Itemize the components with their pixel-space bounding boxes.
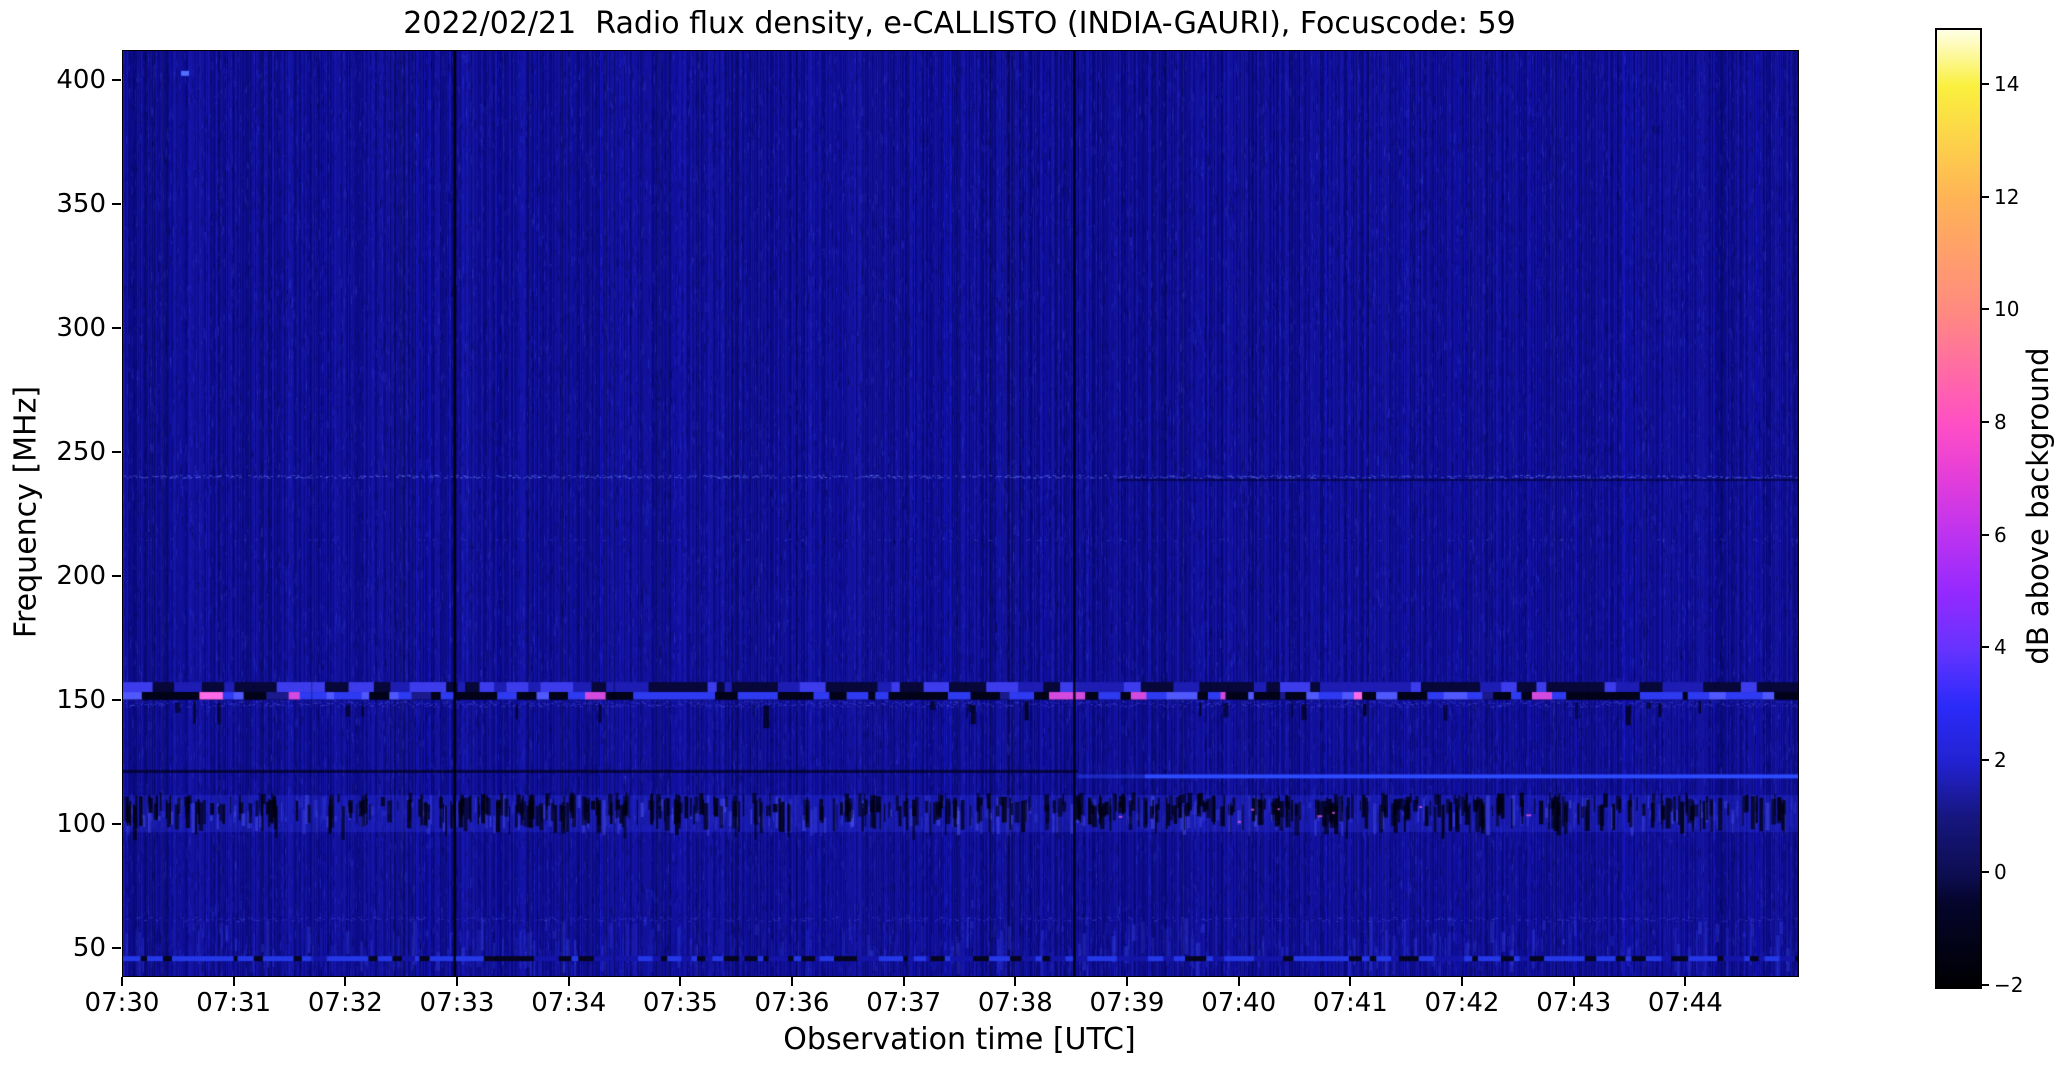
y-tick-mark xyxy=(112,202,121,205)
x-tick-label: 07:35 xyxy=(642,988,718,1018)
x-tick-label: 07:39 xyxy=(1089,988,1165,1018)
colorbar-tick-mark xyxy=(1982,758,1989,761)
colorbar-tick-label: 10 xyxy=(1994,297,2020,322)
x-tick-mark xyxy=(121,977,123,986)
x-tick-mark xyxy=(456,977,458,986)
y-tick-mark xyxy=(112,326,121,329)
colorbar-tick-mark xyxy=(1982,195,1989,198)
x-tick-label: 07:32 xyxy=(307,988,383,1018)
x-tick-label: 07:44 xyxy=(1647,988,1723,1018)
y-tick-label: 100 xyxy=(56,808,106,839)
colorbar-tick-mark xyxy=(1982,646,1989,649)
y-tick-label: 350 xyxy=(56,188,106,219)
x-tick-label: 07:38 xyxy=(977,988,1053,1018)
colorbar-tick-mark xyxy=(1982,308,1989,311)
x-tick-mark xyxy=(232,977,235,986)
y-tick-label: 50 xyxy=(72,932,106,963)
colorbar-tick-label: 6 xyxy=(1994,522,2007,547)
y-tick-mark xyxy=(112,946,121,949)
x-tick-mark xyxy=(791,977,793,986)
y-tick-label: 300 xyxy=(56,312,106,343)
colorbar-tick-label: 12 xyxy=(1994,184,2020,209)
x-tick-label: 07:37 xyxy=(866,988,942,1018)
x-tick-mark xyxy=(1014,977,1017,986)
y-tick-label: 200 xyxy=(56,560,106,591)
x-tick-label: 07:36 xyxy=(754,988,830,1018)
x-tick-label: 07:42 xyxy=(1424,988,1500,1018)
colorbar-tick-mark xyxy=(1982,83,1989,86)
x-tick-label: 07:30 xyxy=(84,988,160,1018)
spectrogram-canvas xyxy=(123,51,1798,976)
spectrogram-plot xyxy=(122,50,1799,977)
x-tick-mark xyxy=(567,977,570,986)
colorbar-tick-label: −2 xyxy=(1994,973,2024,997)
x-tick-mark xyxy=(344,977,347,986)
colorbar-tick-mark xyxy=(1982,533,1989,536)
x-tick-mark xyxy=(679,977,682,986)
colorbar xyxy=(1935,28,1982,989)
y-tick-label: 250 xyxy=(56,436,106,467)
x-tick-label: 07:41 xyxy=(1312,988,1388,1018)
x-tick-mark xyxy=(1572,977,1575,986)
x-tick-mark xyxy=(1126,977,1128,986)
colorbar-tick-label: 14 xyxy=(1994,72,2020,97)
x-tick-mark xyxy=(1237,977,1240,986)
x-tick-label: 07:34 xyxy=(531,988,607,1018)
y-tick-mark xyxy=(112,450,121,453)
y-tick-mark xyxy=(112,574,121,577)
colorbar-tick-label: 8 xyxy=(1994,410,2007,435)
colorbar-tick-label: 2 xyxy=(1994,747,2007,772)
x-tick-label: 07:31 xyxy=(196,988,272,1018)
colorbar-tick-mark xyxy=(1982,421,1989,424)
x-tick-label: 07:40 xyxy=(1201,988,1277,1018)
y-axis-label: Frequency [MHz] xyxy=(8,385,44,639)
x-tick-label: 07:43 xyxy=(1536,988,1612,1018)
colorbar-tick-label: 0 xyxy=(1994,860,2007,885)
x-axis-label: Observation time [UTC] xyxy=(783,1022,1136,1057)
x-tick-label: 07:33 xyxy=(419,988,495,1018)
colorbar-tick-mark xyxy=(1982,984,1989,986)
y-tick-mark xyxy=(112,698,121,701)
colorbar-label: dB above background xyxy=(2021,347,2055,665)
y-tick-mark xyxy=(112,78,121,81)
colorbar-tick-mark xyxy=(1982,871,1989,874)
x-tick-mark xyxy=(902,977,905,986)
x-tick-mark xyxy=(1684,977,1687,986)
x-tick-mark xyxy=(1461,977,1463,986)
chart-title: 2022/02/21 Radio flux density, e-CALLIST… xyxy=(403,6,1516,41)
y-tick-label: 400 xyxy=(56,64,106,95)
y-tick-label: 150 xyxy=(56,684,106,715)
y-tick-mark xyxy=(112,822,121,825)
colorbar-tick-label: 4 xyxy=(1994,635,2007,660)
x-tick-mark xyxy=(1349,977,1352,986)
